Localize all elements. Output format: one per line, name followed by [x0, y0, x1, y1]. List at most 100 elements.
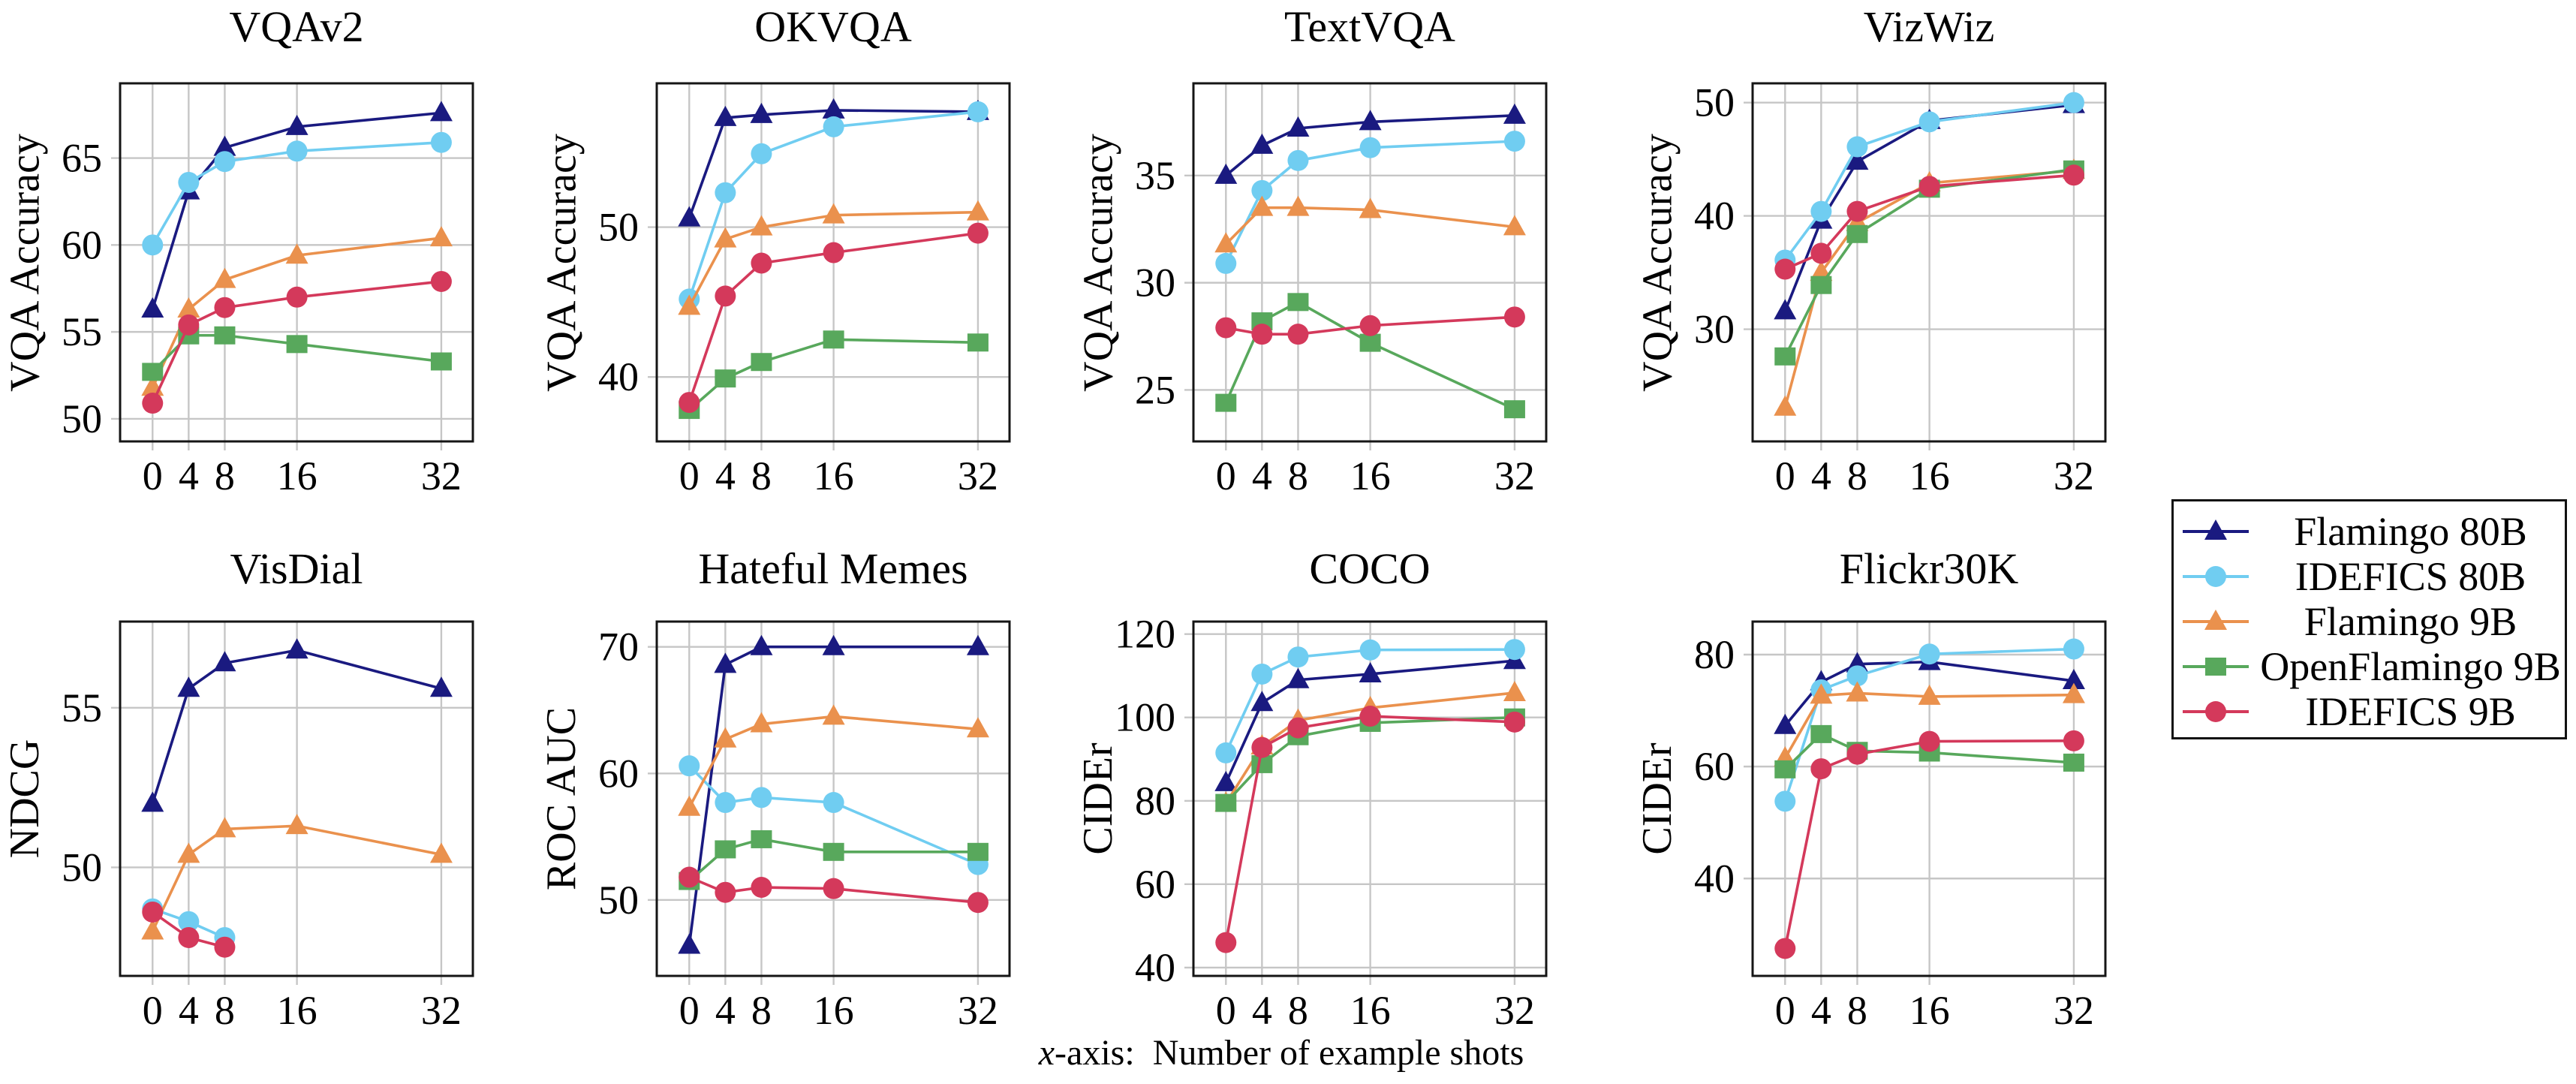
series-marker-triangle: [1250, 133, 1274, 154]
series-marker-square: [967, 333, 989, 352]
x-tick-label: 4: [1252, 453, 1272, 498]
series-marker-circle: [751, 787, 772, 808]
series-marker-triangle: [2062, 682, 2085, 703]
series-marker-square: [286, 335, 308, 354]
series-marker-triangle: [1286, 116, 1310, 137]
series-marker-triangle: [714, 105, 737, 126]
plot-frame: [119, 620, 474, 977]
legend-label: IDEFICS 9B: [2305, 689, 2516, 734]
x-tick-label: 32: [421, 453, 462, 498]
x-tick-label: 0: [143, 988, 163, 1033]
series-marker-square: [1251, 754, 1273, 773]
plot-frame: [655, 82, 1011, 443]
series-marker-circle: [1918, 111, 1940, 133]
series-marker-triangle: [966, 634, 989, 655]
series-marker-circle: [178, 171, 200, 193]
series-marker-triangle: [750, 712, 773, 733]
series-marker-triangle: [714, 727, 737, 748]
series-marker-triangle: [429, 676, 453, 697]
series-marker-triangle: [285, 814, 308, 835]
series-marker-circle: [1359, 639, 1381, 661]
flamingo-9b-marker-icon: [2183, 610, 2249, 630]
series-marker-triangle: [678, 206, 701, 227]
series-marker-square: [1774, 347, 1796, 366]
y-tick-label: 55: [62, 309, 102, 354]
series-marker-triangle: [1774, 713, 1797, 734]
series-marker-triangle: [678, 933, 701, 954]
series-marker-triangle: [285, 114, 308, 135]
x-tick-label: 4: [1252, 988, 1272, 1033]
plot-vqav2: 0 4 8 16 32 50 55 60 65: [62, 82, 474, 498]
series-marker-circle: [2063, 92, 2084, 113]
series-marker-square: [823, 330, 844, 349]
series-marker-square: [823, 842, 844, 861]
series-marker-triangle: [1250, 195, 1274, 216]
series-marker-circle: [2205, 701, 2226, 722]
series-marker-triangle: [750, 634, 773, 655]
y-tick-label: 30: [1694, 307, 1735, 352]
legend-entry-idefics-9b: IDEFICS 9B: [2174, 689, 2565, 734]
series-marker-triangle: [822, 203, 845, 224]
x-tick-label: 16: [1350, 453, 1391, 498]
series-marker-circle: [214, 297, 236, 318]
chart-title-coco: COCO: [1309, 544, 1431, 593]
x-tick-label: 32: [1494, 988, 1535, 1033]
series-marker-triangle: [1503, 103, 1526, 124]
series-marker-square: [1503, 400, 1525, 419]
x-tick-label: 0: [1216, 453, 1236, 498]
series-marker-triangle: [678, 795, 701, 816]
series-marker-triangle: [429, 101, 453, 122]
plot-hatefulmemes: 0 4 8 16 32 50 60 70: [598, 620, 1011, 1033]
y-tick-label: 80: [1694, 632, 1735, 677]
series-marker-square: [1846, 224, 1868, 243]
series-marker-triangle: [1810, 683, 1833, 704]
series-marker-triangle: [1774, 395, 1797, 416]
series-marker-circle: [430, 131, 452, 153]
x-tick-label: 4: [179, 453, 199, 498]
plot-flickr30k: 0 4 8 16 32 40 60 80: [1694, 620, 2107, 1033]
plot-coco: 0 4 8 16 32 40 60 80 100 120: [1115, 612, 1548, 1033]
x-tick-label: 16: [277, 988, 317, 1033]
series-marker-square: [1774, 760, 1796, 778]
legend-entry-openflamingo-9b: OpenFlamingo 9B: [2174, 644, 2565, 689]
series-marker-triangle: [285, 638, 308, 659]
y-tick-label: 50: [62, 845, 102, 890]
legend-label: Flamingo 80B: [2294, 509, 2527, 554]
series-marker-circle: [1359, 315, 1381, 336]
series-marker-circle: [1774, 938, 1796, 959]
series-marker-circle: [715, 182, 736, 203]
series-marker-circle: [178, 314, 200, 336]
series-marker-triangle: [1774, 299, 1797, 320]
series-marker-circle: [1503, 711, 1525, 733]
series-marker-circle: [1215, 742, 1237, 763]
idefics-9b-marker-icon: [2183, 701, 2249, 722]
series-marker-square: [751, 353, 772, 372]
series-marker-circle: [1918, 643, 1940, 665]
series-marker-triangle: [1286, 195, 1310, 216]
series-marker-circle: [2205, 566, 2226, 587]
series-marker-circle: [715, 285, 736, 307]
plot-frame: [1751, 620, 2107, 977]
flamingo-80b-marker-icon: [2183, 519, 2249, 540]
series-marker-triangle: [213, 135, 236, 156]
series-marker-circle: [1846, 136, 1868, 158]
series-marker-circle: [142, 393, 164, 414]
series-marker-circle: [1287, 324, 1309, 345]
series-marker-circle: [823, 792, 844, 814]
legend-label: Flamingo 9B: [2304, 599, 2517, 644]
series-marker-square: [2063, 753, 2084, 772]
x-tick-label: 4: [715, 988, 736, 1033]
series-marker-triangle: [1214, 163, 1238, 184]
series-marker-triangle: [1359, 110, 1382, 131]
x-tick-label: 16: [1909, 988, 1950, 1033]
y-tick-label: 60: [1135, 862, 1175, 907]
x-tick-label: 0: [679, 988, 700, 1033]
x-tick-label: 32: [2054, 988, 2094, 1033]
plot-visdial: 0 4 8 16 32 50 55: [62, 620, 474, 1033]
series-marker-circle: [751, 877, 772, 898]
series-marker-triangle: [213, 267, 236, 288]
legend: Flamingo 80B IDEFICS 80B Flamingo 9B Ope…: [2171, 499, 2567, 739]
series-marker-square: [751, 830, 772, 848]
series-marker-triangle: [1359, 661, 1382, 682]
